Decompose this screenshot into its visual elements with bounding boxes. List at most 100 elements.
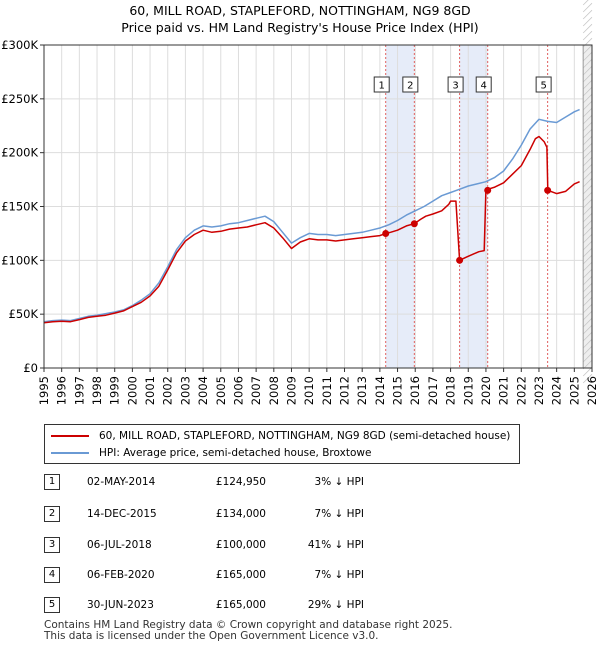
sale-number-badge: 1 bbox=[44, 474, 60, 490]
y-tick-label: £250K bbox=[1, 92, 38, 106]
legend-item-hpi: HPI: Average price, semi-detached house,… bbox=[51, 445, 371, 461]
forecast-hatch bbox=[582, 121, 593, 132]
forecast-hatch bbox=[582, 212, 593, 223]
x-axis-ticks: 1995 1996 1997 1998 1999 2000 2001 2002 2003 2004… bbox=[37, 368, 599, 405]
sale-number-text: 3 bbox=[452, 81, 458, 92]
x-tick-label: 2018 bbox=[444, 376, 458, 405]
forecast-hatch bbox=[582, 324, 593, 335]
forecast-hatch bbox=[582, 261, 593, 272]
forecast-hatch bbox=[582, 303, 593, 314]
forecast-hatch bbox=[582, 149, 593, 160]
sale-number-badge: 5 bbox=[44, 597, 60, 613]
forecast-hatch bbox=[582, 366, 593, 377]
sale-date: 06-JUL-2018 bbox=[87, 539, 152, 551]
forecast-shade bbox=[583, 45, 592, 368]
x-tick-label: 2007 bbox=[249, 376, 263, 405]
forecast-hatch bbox=[582, 240, 593, 251]
y-tick-label: £300K bbox=[1, 38, 38, 52]
sale-date: 14-DEC-2015 bbox=[87, 508, 157, 520]
sale-hpi-diff: 7% ↓ HPI bbox=[314, 508, 364, 520]
y-tick-label: £200K bbox=[1, 146, 38, 160]
x-tick-label: 2025 bbox=[567, 376, 581, 405]
sale-price: £165,000 bbox=[215, 599, 266, 611]
x-tick-label: 2017 bbox=[426, 376, 440, 405]
forecast-hatch bbox=[582, 156, 593, 167]
sale-number-badge: 3 bbox=[44, 537, 60, 553]
legend-label-price: 60, MILL ROAD, STAPLEFORD, NOTTINGHAM, N… bbox=[99, 430, 511, 442]
gridlines bbox=[43, 44, 593, 369]
forecast-hatch bbox=[582, 205, 593, 216]
forecast-hatch bbox=[582, 86, 593, 97]
forecast-hatch bbox=[582, 93, 593, 104]
x-tick-label: 2005 bbox=[214, 376, 228, 405]
hpi-line bbox=[43, 108, 580, 323]
y-tick-label: £150K bbox=[1, 200, 38, 214]
table-row: 3 06-JUL-2018 £100,000 41% ↓ HPI bbox=[44, 536, 514, 554]
sale-number-frame bbox=[535, 76, 552, 93]
chart-title: 60, MILL ROAD, STAPLEFORD, NOTTINGHAM, N… bbox=[0, 2, 600, 36]
table-row: 4 06-FEB-2020 £165,000 7% ↓ HPI bbox=[44, 566, 514, 584]
sale-price: £165,000 bbox=[215, 569, 266, 581]
forecast-hatch bbox=[582, 142, 593, 153]
x-tick-label: 2000 bbox=[125, 376, 139, 405]
footer-attribution: Contains HM Land Registry data © Crown c… bbox=[44, 620, 452, 642]
sale-number-box: 2 bbox=[402, 76, 419, 93]
x-tick-label: 2016 bbox=[408, 376, 422, 405]
forecast-hatch bbox=[582, 373, 593, 384]
legend-swatch-price bbox=[51, 435, 89, 437]
x-tick-label: 2021 bbox=[497, 376, 511, 405]
forecast-hatch bbox=[582, 135, 593, 146]
x-tick-label: 1998 bbox=[90, 376, 104, 405]
forecast-hatch bbox=[582, 254, 593, 265]
sale-number-frame bbox=[447, 76, 464, 93]
sale-date: 30-JUN-2023 bbox=[87, 599, 154, 611]
forecast-hatch bbox=[582, 72, 593, 83]
x-tick-label: 2023 bbox=[532, 376, 546, 405]
forecast-hatch bbox=[582, 317, 593, 328]
forecast-hatch bbox=[582, 23, 593, 34]
x-tick-label: 2024 bbox=[550, 376, 564, 405]
sale-price: £134,000 bbox=[215, 508, 266, 520]
forecast-hatch bbox=[582, 16, 593, 27]
x-tick-label: 2008 bbox=[267, 376, 281, 405]
sale-price: £124,950 bbox=[215, 476, 266, 488]
sale-point bbox=[410, 220, 418, 228]
sale-date: 02-MAY-2014 bbox=[87, 476, 156, 488]
title-address: 60, MILL ROAD, STAPLEFORD, NOTTINGHAM, N… bbox=[129, 3, 471, 18]
sale-number-frame bbox=[373, 76, 390, 93]
sale-hpi-diff: 7% ↓ HPI bbox=[314, 569, 364, 581]
table-row: 2 14-DEC-2015 £134,000 7% ↓ HPI bbox=[44, 505, 514, 523]
x-tick-label: 2014 bbox=[373, 376, 387, 405]
forecast-hatch bbox=[582, 352, 593, 363]
legend-swatch-hpi bbox=[51, 452, 89, 454]
sale-number-boxes: 1 2 3 4 5 bbox=[373, 76, 552, 93]
price-chart: 1 2 3 4 5 £0 £50K £100K £150K £200K £250K £300K 19… bbox=[1, 0, 599, 405]
table-row: 1 02-MAY-2014 £124,950 3% ↓ HPI bbox=[44, 473, 514, 491]
footer-licence: This data is licensed under the Open Gov… bbox=[44, 630, 379, 642]
sale-marker-lines bbox=[385, 45, 549, 368]
x-tick-label: 1995 bbox=[37, 376, 51, 405]
sale-price: £100,000 bbox=[215, 539, 266, 551]
forecast-hatch bbox=[582, 198, 593, 209]
sale-number-box: 4 bbox=[475, 76, 492, 93]
forecast-hatch bbox=[582, 9, 593, 20]
y-tick-label: £50K bbox=[9, 307, 39, 321]
x-tick-label: 2015 bbox=[391, 376, 405, 405]
sale-number-box: 3 bbox=[447, 76, 464, 93]
forecast-hatch bbox=[582, 37, 593, 48]
sale-number-text: 2 bbox=[407, 81, 413, 92]
forecast-hatch bbox=[582, 275, 593, 286]
forecast-hatch bbox=[582, 2, 593, 13]
sale-number-text: 4 bbox=[481, 81, 487, 92]
forecast-hatch bbox=[582, 233, 593, 244]
forecast-hatch bbox=[582, 51, 593, 62]
x-tick-label: 2002 bbox=[161, 376, 175, 405]
forecast-hatch bbox=[582, 65, 593, 76]
legend-item-price: 60, MILL ROAD, STAPLEFORD, NOTTINGHAM, N… bbox=[51, 428, 510, 444]
legend-label-hpi: HPI: Average price, semi-detached house,… bbox=[99, 447, 372, 459]
x-tick-label: 2009 bbox=[284, 376, 298, 405]
forecast-hatch bbox=[582, 289, 593, 300]
forecast-hatch bbox=[582, 247, 593, 258]
sale-points bbox=[382, 186, 552, 264]
forecast-hatch bbox=[582, 128, 593, 139]
